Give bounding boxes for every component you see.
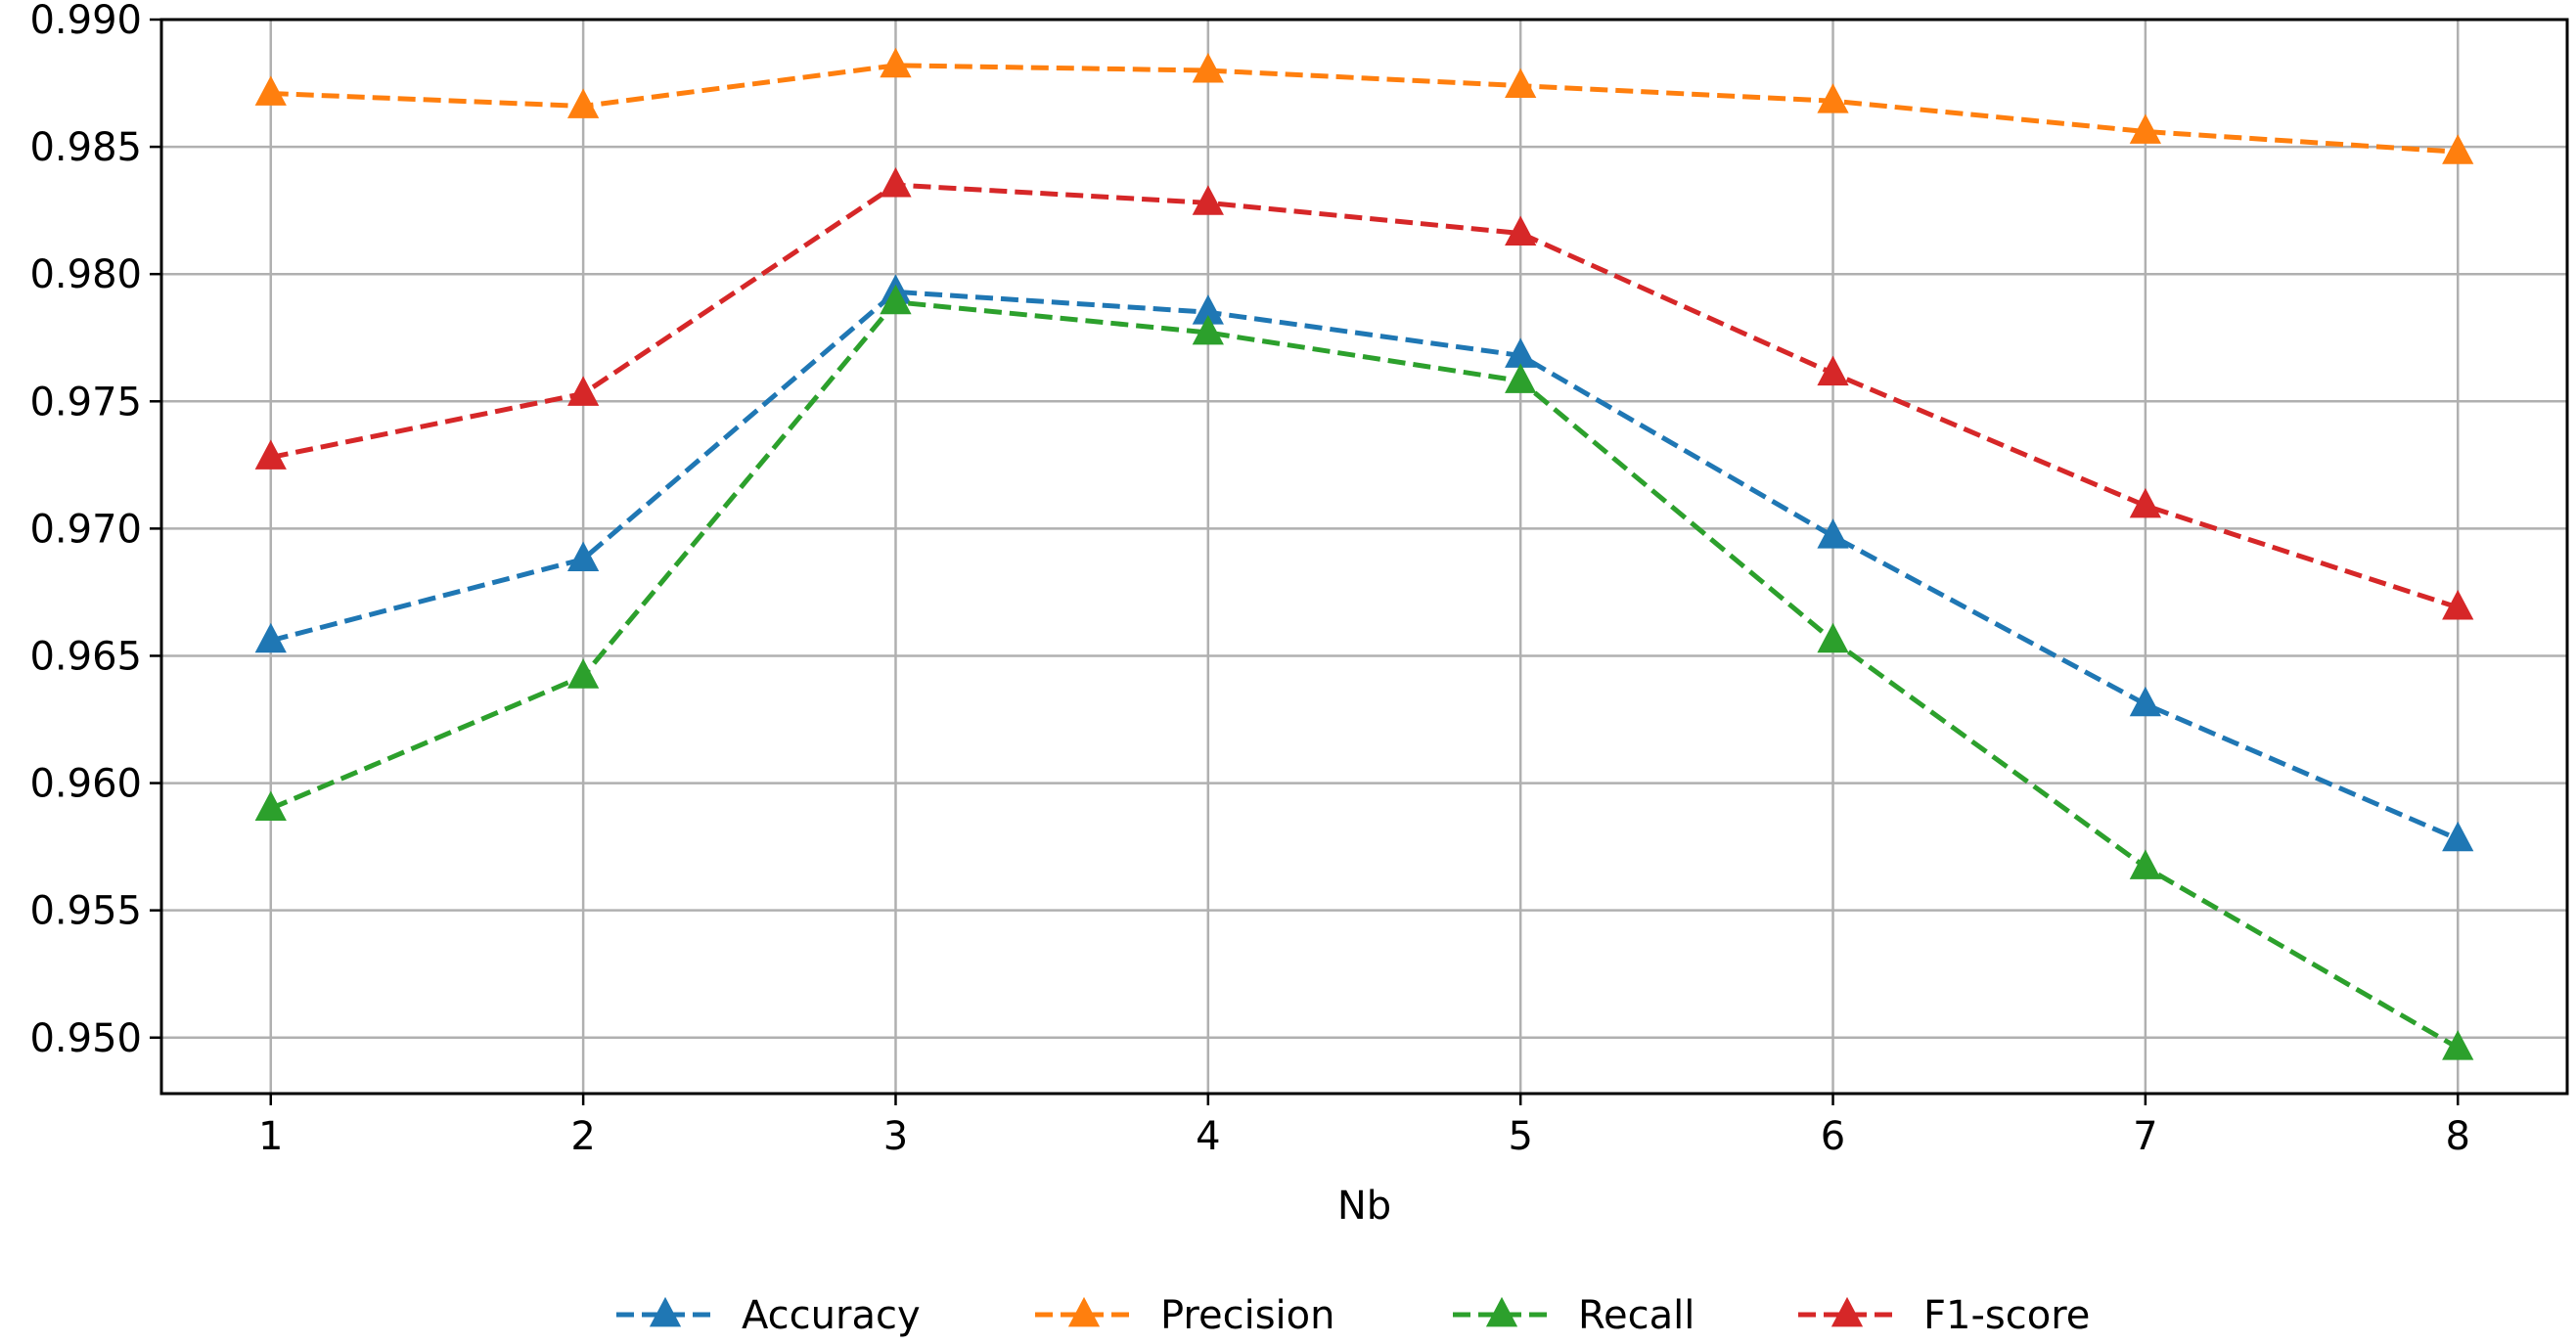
y-tick-label: 0.950 — [29, 1016, 142, 1061]
series-accuracy — [254, 274, 2474, 852]
data-point-recall — [566, 658, 600, 689]
data-point-f1-score — [2129, 487, 2162, 518]
x-tick-label: 1 — [258, 1114, 283, 1159]
data-point-accuracy — [254, 622, 287, 653]
series-line-precision — [270, 63, 2459, 155]
y-tick-label: 0.960 — [29, 762, 142, 807]
legend-label-accuracy: Accuracy — [742, 1293, 921, 1338]
data-point-recall — [2442, 1030, 2474, 1060]
data-point-accuracy — [566, 541, 600, 572]
legend-item-recall: Recall — [1453, 1293, 1695, 1338]
y-tick-label: 0.985 — [29, 125, 142, 170]
data-point-accuracy — [2442, 821, 2474, 852]
data-point-f1-score — [1817, 355, 1849, 386]
legend-marker-f1-score — [1830, 1296, 1864, 1327]
legend-item-precision: Precision — [1035, 1293, 1334, 1338]
plot-series — [254, 47, 2474, 1060]
legend-label-precision: Precision — [1160, 1293, 1334, 1338]
data-point-recall — [1505, 363, 1537, 393]
data-point-f1-score — [2442, 589, 2474, 620]
legend-item-f1-score: F1-score — [1798, 1293, 2090, 1338]
y-tick-label: 0.955 — [29, 889, 142, 934]
legend-label-f1-score: F1-score — [1923, 1293, 2090, 1338]
data-point-f1-score — [254, 439, 287, 470]
legend: Accuracy Precision Recall F1-score — [616, 1293, 2090, 1338]
y-tick-label: 0.990 — [29, 0, 142, 43]
data-point-precision — [2442, 134, 2474, 164]
legend-marker-accuracy — [649, 1296, 682, 1327]
data-point-precision — [2129, 113, 2162, 144]
data-point-precision — [1505, 67, 1537, 99]
series-line-f1-score — [270, 182, 2460, 610]
data-point-f1-score — [566, 376, 600, 406]
data-point-accuracy — [1817, 518, 1849, 549]
grid-lines — [161, 18, 2567, 1094]
data-point-f1-score — [880, 167, 912, 198]
data-point-recall — [1817, 622, 1849, 653]
series-precision — [254, 47, 2474, 164]
x-tick-label: 7 — [2133, 1114, 2157, 1159]
x-axis-ticks: 1 2 3 4 5 6 7 8 — [258, 1094, 2470, 1159]
data-point-precision — [254, 75, 287, 106]
data-point-recall — [1192, 314, 1224, 345]
legend-label-recall: Recall — [1578, 1293, 1695, 1338]
legend-item-accuracy: Accuracy — [616, 1293, 921, 1338]
data-point-accuracy — [2129, 686, 2162, 717]
data-point-f1-score — [1505, 215, 1537, 246]
y-tick-label: 0.970 — [29, 507, 142, 552]
data-point-f1-score — [1192, 185, 1224, 215]
x-axis-label: Nb — [1337, 1184, 1391, 1229]
x-tick-label: 6 — [1821, 1114, 1845, 1159]
plot-frame — [159, 18, 2569, 1096]
x-tick-label: 3 — [883, 1114, 908, 1159]
data-point-recall — [2129, 849, 2162, 879]
x-tick-label: 4 — [1196, 1114, 1220, 1159]
x-tick-label: 5 — [1508, 1114, 1532, 1159]
series-line-accuracy — [270, 289, 2460, 842]
data-point-precision — [1817, 83, 1849, 113]
y-tick-label: 0.965 — [29, 634, 142, 679]
y-tick-label: 0.980 — [29, 252, 142, 297]
x-tick-label: 2 — [570, 1114, 595, 1159]
series-f1-score — [254, 167, 2474, 620]
data-point-recall — [880, 284, 912, 315]
y-axis-ticks: 0.950 0.955 0.960 0.965 0.970 0.975 0.980 0.985… — [29, 0, 161, 1061]
data-point-precision — [566, 88, 600, 118]
data-point-precision — [1192, 52, 1224, 83]
data-point-recall — [254, 790, 287, 821]
legend-marker-precision — [1067, 1296, 1101, 1327]
series-recall — [254, 284, 2474, 1060]
y-tick-label: 0.975 — [29, 380, 142, 425]
data-point-precision — [880, 47, 912, 78]
x-tick-label: 8 — [2446, 1114, 2470, 1159]
legend-marker-recall — [1485, 1296, 1518, 1327]
series-line-recall — [269, 299, 2460, 1051]
